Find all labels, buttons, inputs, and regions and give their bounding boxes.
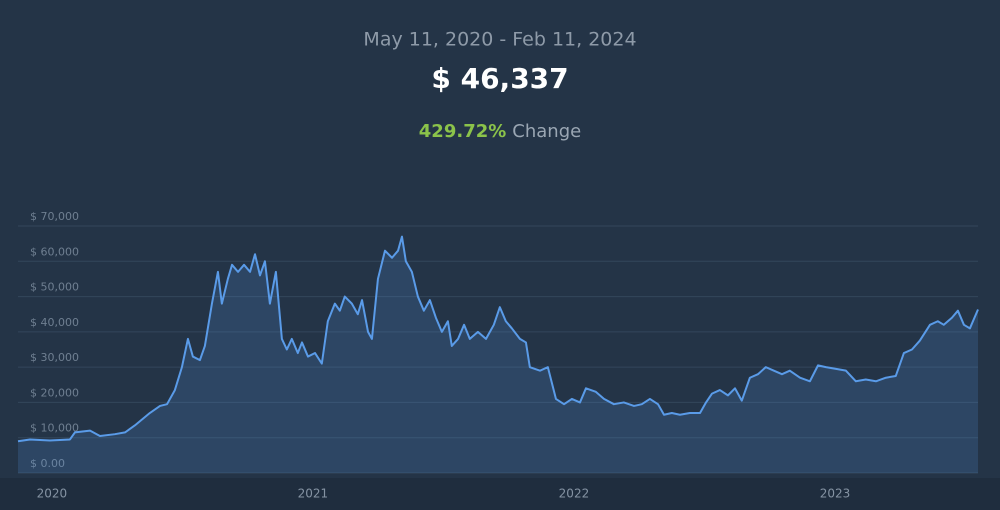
x-tick-label: 2021 [298, 487, 329, 501]
area [18, 236, 978, 473]
change-label: Change [512, 121, 581, 142]
y-tick-label: $ 30,000 [30, 351, 79, 364]
price: $ 46,337 [431, 62, 568, 95]
x-tick-label: 2020 [37, 487, 68, 501]
y-tick-label: $ 10,000 [30, 422, 79, 435]
y-tick-label: $ 20,000 [30, 386, 79, 399]
x-axis-band [0, 478, 1000, 510]
x-tick-label: 2023 [820, 487, 851, 501]
price-line [17, 235, 979, 443]
y-tick-label: $ 70,000 [30, 210, 79, 223]
date-range: May 11, 2020 - Feb 11, 2024 [363, 29, 636, 51]
y-tick-label: $ 60,000 [30, 245, 79, 258]
y-tick-label: $ 40,000 [30, 316, 79, 329]
x-tick-label: 2022 [559, 487, 590, 501]
y-tick-label: $ 0.00 [30, 457, 65, 470]
change-value: 429.72% [419, 121, 507, 142]
change-line: 429.72% Change [419, 121, 581, 142]
y-tick-label: $ 50,000 [30, 281, 79, 294]
